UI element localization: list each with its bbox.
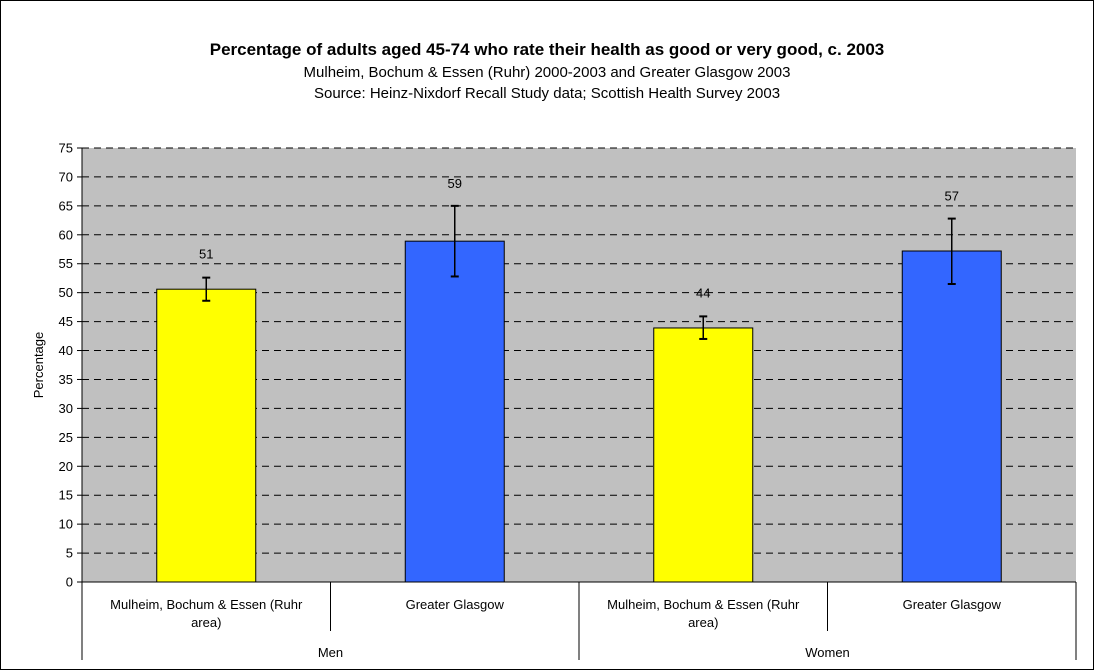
data-label: 57 — [945, 189, 959, 204]
data-label: 51 — [199, 247, 213, 262]
y-axis-label: Percentage — [31, 332, 46, 399]
y-tick-label: 35 — [59, 372, 73, 387]
y-tick-label: 65 — [59, 198, 73, 213]
y-tick-label: 75 — [59, 141, 73, 156]
group-label: Women — [805, 645, 850, 660]
x-tick-label: Mulheim, Bochum & Essen (Ruhr — [607, 597, 800, 612]
y-tick-label: 40 — [59, 343, 73, 358]
y-tick-label: 45 — [59, 314, 73, 329]
y-tick-label: 20 — [59, 459, 73, 474]
y-tick-label: 25 — [59, 430, 73, 445]
bar — [653, 327, 754, 583]
bar — [901, 250, 1002, 583]
y-tick-label: 15 — [59, 488, 73, 503]
bar — [156, 288, 257, 583]
y-tick-label: 30 — [59, 401, 73, 416]
y-tick-label: 50 — [59, 285, 73, 300]
y-tick-label: 55 — [59, 256, 73, 271]
bar — [404, 240, 505, 583]
chart-source: Source: Heinz-Nixdorf Recall Study data;… — [313, 85, 781, 102]
chart-subtitle: Mulheim, Bochum & Essen (Ruhr) 2000-2003… — [303, 64, 791, 81]
group-label: Men — [318, 645, 343, 660]
x-tick-label: Greater Glasgow — [406, 597, 505, 612]
x-tick-label: area) — [191, 615, 221, 630]
chart-title: Percentage of adults aged 45-74 who rate… — [209, 40, 885, 59]
y-tick-label: 70 — [59, 169, 73, 184]
y-tick-label: 10 — [59, 517, 73, 532]
data-label: 44 — [696, 285, 710, 300]
x-tick-label: Mulheim, Bochum & Essen (Ruhr — [110, 597, 303, 612]
y-tick-label: 5 — [66, 546, 73, 561]
y-tick-label: 0 — [66, 575, 73, 590]
y-tick-label: 60 — [59, 227, 73, 242]
data-label: 59 — [448, 176, 462, 191]
x-tick-label: area) — [688, 615, 718, 630]
x-tick-label: Greater Glasgow — [903, 597, 1002, 612]
